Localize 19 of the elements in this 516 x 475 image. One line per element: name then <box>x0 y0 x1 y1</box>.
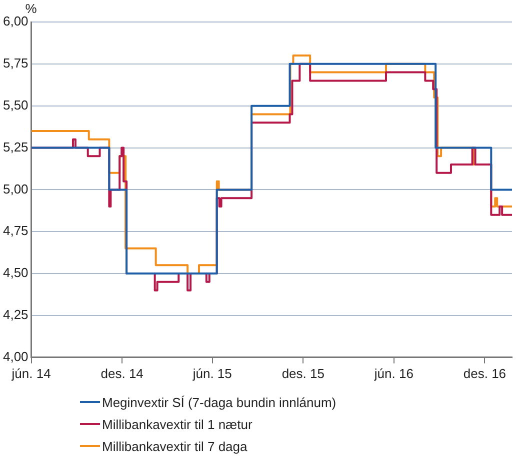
x-tick-label: jún. 15 <box>192 366 232 381</box>
legend-label: Meginvextir SÍ (7-daga bundin innlánum) <box>102 394 336 410</box>
x-tick-label: des. 14 <box>100 366 144 381</box>
y-axis-title: % <box>25 1 38 16</box>
x-tick-label: des. 15 <box>282 366 324 381</box>
y-tick-label: 6,00 <box>2 14 28 29</box>
y-tick-label: 5,25 <box>2 139 28 154</box>
y-tick-label: 5,00 <box>2 181 28 196</box>
y-tick-label: 5,50 <box>2 97 28 112</box>
y-tick-label: 4,50 <box>2 265 28 280</box>
x-tick-label: jún. 16 <box>373 366 414 381</box>
y-tick-label: 5,75 <box>2 56 28 71</box>
legend-label: Millibankavextir til 1 nætur <box>102 416 252 432</box>
y-tick-label: 4,00 <box>2 348 28 364</box>
x-tick-label: jún. 14 <box>10 366 51 381</box>
legend-label: Millibankavextir til 7 daga <box>102 438 248 454</box>
x-tick-label: des. 16 <box>463 366 506 381</box>
y-tick-label: 4,75 <box>2 223 28 238</box>
y-tick-label: 4,25 <box>2 307 28 322</box>
